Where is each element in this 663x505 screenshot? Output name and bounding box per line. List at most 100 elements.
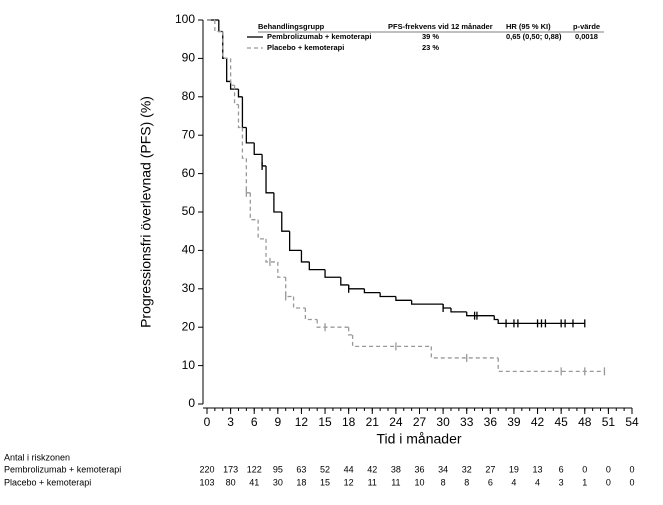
x-tick-label: 3 xyxy=(227,415,234,429)
y-tick-label: 100 xyxy=(175,12,195,26)
y-tick-label: 60 xyxy=(182,166,196,180)
km-step xyxy=(497,357,605,373)
at-risk-count: 173 xyxy=(223,464,238,474)
legend-label: Placebo + kemoterapi xyxy=(267,43,344,52)
at-risk-count: 6 xyxy=(559,464,564,474)
at-risk-count: 36 xyxy=(414,464,424,474)
km-step xyxy=(222,31,231,60)
at-risk-count: 8 xyxy=(441,477,446,487)
km-step xyxy=(253,142,263,156)
at-risk-count: 41 xyxy=(249,477,259,487)
km-step xyxy=(265,238,278,263)
km-step xyxy=(245,158,251,194)
km-step xyxy=(300,250,310,263)
km-step xyxy=(450,308,467,313)
x-tick-label: 0 xyxy=(204,415,211,429)
y-tick-label: 70 xyxy=(182,127,196,141)
km-step xyxy=(265,165,274,194)
at-risk-label: Placebo + kemoterapi xyxy=(4,477,91,487)
km-step xyxy=(348,327,353,336)
x-tick-label: 48 xyxy=(578,415,592,429)
km-step xyxy=(316,319,349,328)
at-risk-count: 63 xyxy=(296,464,306,474)
y-axis-title: Progressionsfri överlevnad (PFS) (%) xyxy=(138,96,154,328)
y-tick-label: 30 xyxy=(182,281,196,295)
at-risk-count: 42 xyxy=(367,464,377,474)
km-step xyxy=(304,308,318,321)
km-step xyxy=(340,277,349,286)
km-step xyxy=(281,212,290,232)
at-risk-count: 4 xyxy=(535,477,540,487)
at-risk-count: 80 xyxy=(226,477,236,487)
km-step xyxy=(466,311,495,317)
km-step xyxy=(218,20,223,33)
legend-p: 0,0018 xyxy=(575,32,598,41)
y-tick-label: 0 xyxy=(188,396,195,410)
km-step xyxy=(493,315,499,321)
km-step xyxy=(324,269,341,278)
x-tick-label: 27 xyxy=(413,415,427,429)
at-risk-count: 15 xyxy=(320,477,330,487)
legend-hr: 0,65 (0,50; 0,88) xyxy=(506,32,562,41)
x-tick-label: 39 xyxy=(507,415,521,429)
at-risk-count: 52 xyxy=(320,464,330,474)
at-risk-count: 0 xyxy=(582,464,587,474)
km-step xyxy=(292,296,306,309)
at-risk-count: 27 xyxy=(485,464,495,474)
km-step xyxy=(308,261,326,271)
at-risk-count: 220 xyxy=(199,464,214,474)
at-risk-count: 0 xyxy=(606,464,611,474)
at-risk-count: 32 xyxy=(462,464,472,474)
km-step xyxy=(379,292,396,298)
km-step xyxy=(249,192,259,221)
km-step xyxy=(257,219,267,240)
at-risk-count: 8 xyxy=(464,477,469,487)
at-risk-count: 10 xyxy=(414,477,424,487)
km-step xyxy=(288,231,302,252)
at-risk-count: 18 xyxy=(296,477,306,487)
y-tick-label: 90 xyxy=(182,51,196,65)
x-tick-label: 45 xyxy=(554,415,568,429)
km-step xyxy=(214,20,223,33)
legend-label: Pembrolizumab + kemoterapi xyxy=(267,32,371,41)
at-risk-count: 6 xyxy=(488,477,493,487)
x-tick-label: 24 xyxy=(389,415,403,429)
km-step xyxy=(237,89,243,98)
km-step xyxy=(241,96,247,129)
km-step xyxy=(277,261,286,278)
legend-pfs: 39 % xyxy=(422,32,439,41)
x-tick-label: 12 xyxy=(295,415,309,429)
x-tick-label: 6 xyxy=(251,415,258,429)
km-step xyxy=(430,346,499,359)
at-risk-count: 38 xyxy=(391,464,401,474)
at-risk-count: 0 xyxy=(606,477,611,487)
at-risk-count: 0 xyxy=(629,477,634,487)
at-risk-title: Antal i riskzonen xyxy=(4,452,70,462)
x-tick-label: 42 xyxy=(531,415,545,429)
km-step xyxy=(226,58,231,83)
at-risk-count: 0 xyxy=(629,464,634,474)
x-tick-label: 51 xyxy=(602,415,616,429)
legend-header: HR (95 % KI) xyxy=(506,22,551,31)
km-step xyxy=(410,300,444,305)
km-step xyxy=(442,304,451,309)
x-tick-label: 33 xyxy=(460,415,474,429)
at-risk-count: 44 xyxy=(344,464,354,474)
at-risk-count: 12 xyxy=(344,477,354,487)
km-step xyxy=(273,192,282,213)
at-risk-count: 103 xyxy=(199,477,214,487)
km-step xyxy=(229,58,235,86)
km-step xyxy=(285,277,294,298)
km-step xyxy=(241,127,247,159)
km-step xyxy=(229,81,239,90)
km-step xyxy=(348,284,365,290)
x-tick-label: 54 xyxy=(625,415,639,429)
at-risk-count: 34 xyxy=(438,464,448,474)
km-step xyxy=(245,127,255,144)
km-step xyxy=(497,319,585,325)
x-tick-label: 30 xyxy=(436,415,450,429)
km-step xyxy=(351,334,432,348)
x-axis-title: Tid i månader xyxy=(376,431,461,447)
at-risk-count: 3 xyxy=(559,477,564,487)
